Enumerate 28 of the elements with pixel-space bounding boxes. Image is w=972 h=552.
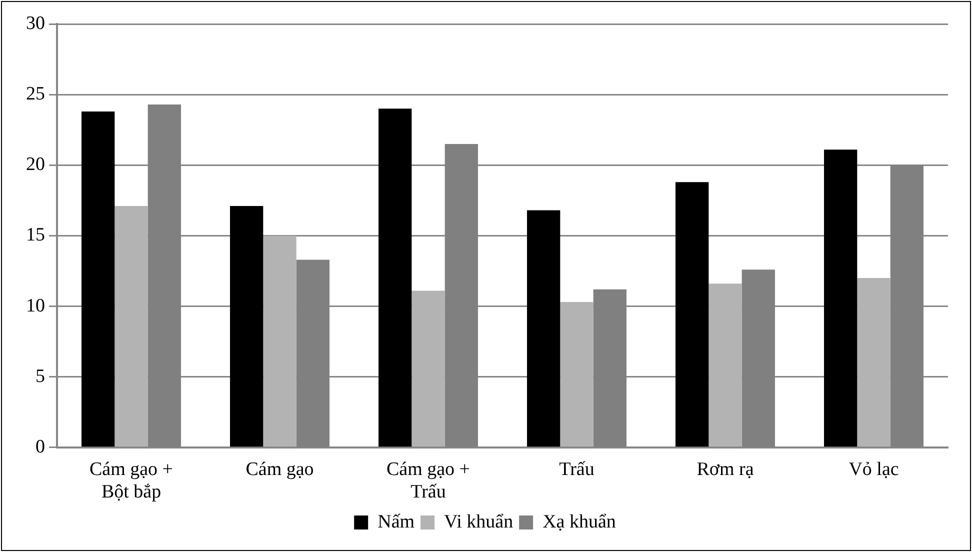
x-tick-label: Vỏ lạc <box>848 458 899 480</box>
bar <box>263 236 296 447</box>
bar <box>824 150 858 447</box>
y-tick-label: 25 <box>26 84 45 105</box>
bar <box>82 112 115 447</box>
x-tick-label: Cám gạo + Trấu <box>386 458 470 503</box>
bar <box>527 210 560 447</box>
bar <box>708 284 742 447</box>
x-tick-label: Trấu <box>559 458 595 480</box>
y-tick-label: 0 <box>36 436 45 458</box>
bar <box>560 302 594 447</box>
y-tick-label: 20 <box>26 154 45 176</box>
bar <box>857 278 890 447</box>
y-tick-label: 5 <box>36 366 45 387</box>
x-tick-label: Rơm rạ <box>696 458 754 480</box>
y-tick-label: 30 <box>26 12 45 34</box>
legend-label: Xạ khuẩn <box>542 511 616 532</box>
legend-label: Nấm <box>378 511 415 532</box>
bar <box>378 108 412 447</box>
bar <box>412 290 445 447</box>
x-tick-label: Cám gạo + Bột bắp <box>89 458 174 503</box>
legend-label: Vi khuẩn <box>444 511 514 532</box>
bar <box>676 182 709 447</box>
bar <box>114 206 148 447</box>
y-tick-label: 10 <box>26 295 45 316</box>
x-tick-label: Cám gạo <box>246 458 314 480</box>
bar <box>230 206 264 447</box>
y-tick-label: 15 <box>26 224 45 246</box>
